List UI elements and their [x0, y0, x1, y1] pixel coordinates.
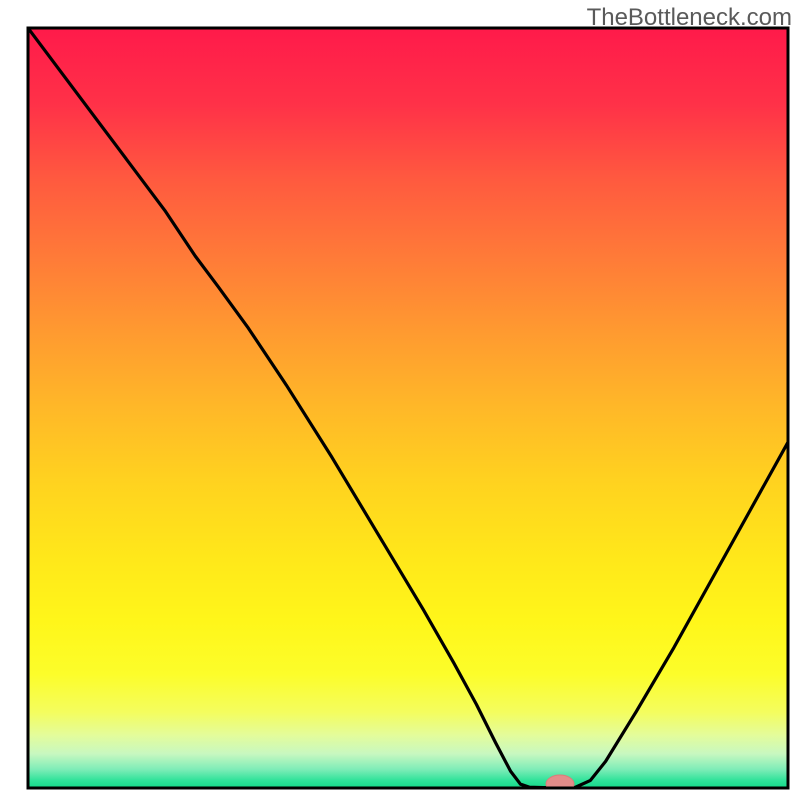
watermark-text: TheBottleneck.com [587, 4, 792, 32]
bottleneck-chart: TheBottleneck.com [0, 0, 800, 800]
chart-svg [0, 0, 800, 800]
gradient-background [28, 28, 788, 788]
optimal-marker [546, 775, 574, 793]
plot-area [28, 28, 788, 793]
